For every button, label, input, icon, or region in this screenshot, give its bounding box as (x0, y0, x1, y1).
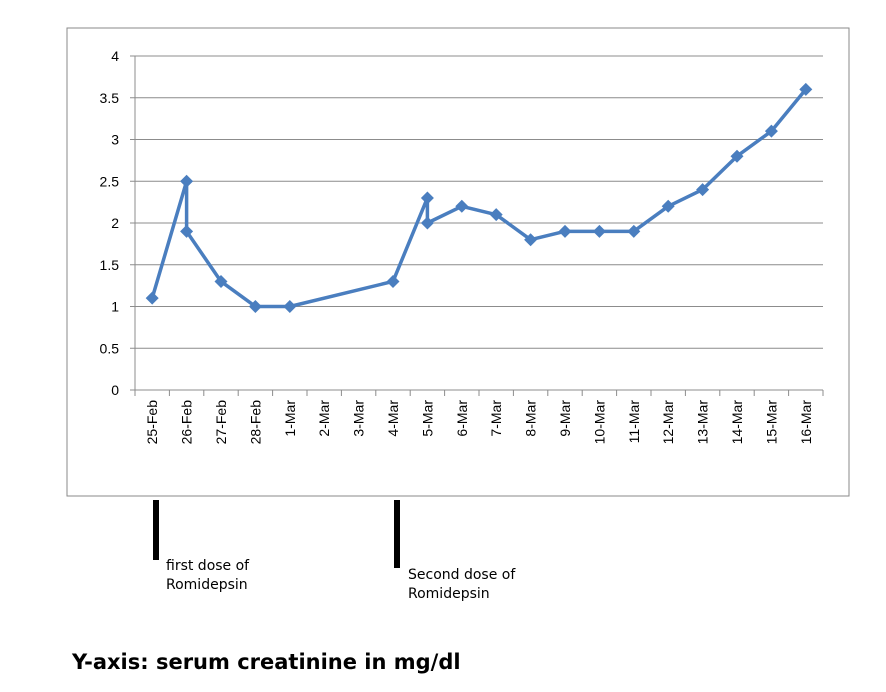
data-point (455, 199, 469, 213)
data-point (558, 224, 572, 238)
data-point (180, 224, 194, 238)
x-tick-label: 2-Mar (316, 400, 332, 437)
y-tick-label: 1.5 (100, 257, 120, 273)
y-tick-label: 3.5 (100, 90, 120, 106)
x-tick-label: 8-Mar (523, 400, 539, 437)
first-dose-marker (153, 500, 159, 560)
data-point (592, 224, 606, 238)
data-point (145, 291, 159, 305)
y-axis-note: Y-axis: serum creatinine in mg/dl (72, 650, 461, 674)
chart-border (66, 27, 850, 497)
series-line (150, 88, 808, 309)
data-point (214, 274, 228, 288)
data-point (180, 174, 194, 188)
x-tick-label: 15-Mar (763, 400, 779, 445)
x-tick-label: 6-Mar (454, 400, 470, 437)
x-tick-label: 11-Mar (626, 400, 642, 444)
data-point (248, 300, 262, 313)
x-tick-label: 16-Mar (798, 400, 814, 445)
data-point (764, 124, 778, 138)
x-tick-label: 9-Mar (557, 400, 573, 437)
data-point (799, 82, 813, 96)
y-tick-labels: 0 0.5 1 1.5 2 2.5 3 3.5 4 (100, 48, 120, 398)
second-dose-annotation: Second dose of Romidepsin (408, 567, 516, 602)
y-tick-label: 2 (111, 215, 119, 231)
data-point (283, 300, 297, 313)
x-tick-label: 14-Mar (729, 400, 745, 445)
axes (130, 55, 824, 396)
x-tick-label: 1-Mar (282, 400, 298, 437)
x-tick-label: 3-Mar (351, 400, 367, 437)
data-point (696, 183, 710, 197)
x-tick-label: 12-Mar (660, 400, 676, 445)
y-tick-label: 0.5 (100, 340, 120, 356)
y-tick-label: 4 (111, 48, 119, 64)
x-tick-label: 13-Mar (695, 400, 711, 445)
y-tick-label: 0 (111, 382, 119, 398)
y-tick-label: 3 (111, 132, 119, 148)
series-serum-creatinine (145, 82, 813, 313)
data-point (661, 199, 675, 213)
x-tick-label: 5-Mar (419, 400, 435, 437)
data-point (489, 208, 503, 222)
data-point (420, 191, 434, 205)
x-tick-label: 10-Mar (591, 400, 607, 445)
x-tick-label: 7-Mar (488, 400, 504, 437)
y-tick-label: 2.5 (100, 173, 120, 189)
x-tick-label: 26-Feb (179, 400, 195, 445)
second-dose-marker (394, 500, 400, 568)
y-tick-label: 1 (111, 299, 119, 315)
x-tick-label: 28-Feb (247, 400, 263, 445)
data-point (730, 149, 744, 163)
x-tick-label: 4-Mar (385, 400, 401, 437)
x-tick-labels: 25-Feb 26-Feb 27-Feb 28-Feb 1-Mar 2-Mar 3-Mar 4… (144, 400, 814, 445)
data-point (627, 224, 641, 238)
data-point (386, 274, 400, 288)
data-point (524, 233, 538, 247)
first-dose-annotation: first dose of Romidepsin (166, 558, 250, 593)
x-tick-label: 27-Feb (213, 400, 229, 445)
data-point (420, 216, 434, 230)
x-tick-label: 25-Feb (144, 400, 160, 445)
